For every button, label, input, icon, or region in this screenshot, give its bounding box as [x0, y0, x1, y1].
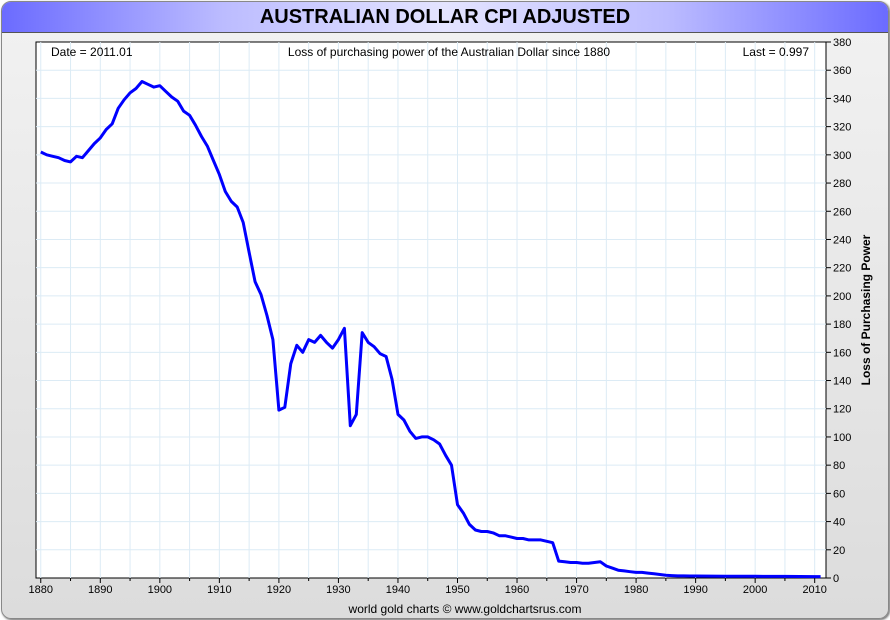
y-axis-label: Loss of Purchasing Power [859, 234, 873, 385]
y-tick-label: 100 [833, 432, 851, 444]
y-tick-label: 80 [833, 460, 845, 472]
x-tick-label: 1990 [683, 584, 707, 596]
y-tick-label: 200 [833, 291, 851, 303]
y-tick-label: 360 [833, 65, 851, 77]
y-tick-label: 180 [833, 319, 851, 331]
x-tick-label: 1900 [148, 584, 172, 596]
footer-credit: world gold charts © www.goldchartsrus.co… [348, 602, 582, 616]
y-tick-label: 20 [833, 545, 845, 557]
series-line [40, 80, 821, 579]
x-tick-label: 1940 [386, 584, 410, 596]
y-tick-label: 300 [833, 150, 851, 162]
chart-title: AUSTRALIAN DOLLAR CPI ADJUSTED [2, 2, 888, 33]
y-tick-label: 160 [833, 347, 851, 359]
x-tick-label: 1880 [29, 584, 53, 596]
y-tick-label: 340 [833, 93, 851, 105]
x-tick-label: 1970 [564, 584, 588, 596]
x-tick-label: 1980 [624, 584, 648, 596]
x-tick-label: 1960 [505, 584, 529, 596]
y-tick-label: 280 [833, 178, 851, 190]
plot-area [35, 41, 827, 579]
y-tick-label: 220 [833, 263, 851, 275]
x-tick-label: 2010 [802, 584, 826, 596]
x-tick-label: 1930 [326, 584, 350, 596]
y-tick-label: 240 [833, 234, 851, 246]
y-tick-label: 120 [833, 404, 851, 416]
y-tick-label: 260 [833, 206, 851, 218]
date-label: Date = 2011.01 [51, 45, 133, 59]
grid [36, 42, 826, 578]
y-tick-label: 40 [833, 517, 845, 529]
y-tick-label: 140 [833, 376, 851, 388]
chart-subtitle: Loss of purchasing power of the Australi… [288, 45, 611, 59]
x-tick-label: 1910 [207, 584, 231, 596]
x-tick-label: 1920 [267, 584, 291, 596]
x-tick-label: 1890 [88, 584, 112, 596]
x-axis: 1880 1890 1900 1910 1920 1930 1940 1950 1960 1970… [29, 578, 827, 596]
y-tick-label: 380 [833, 37, 851, 49]
x-tick-label: 2000 [743, 584, 767, 596]
last-label: Last = 0.997 [743, 45, 810, 59]
y-tick-label: 320 [833, 122, 851, 134]
y-axis: 0 20 40 60 80 100 120 140 160 180 200 220 240 260 280 3… [826, 37, 851, 585]
y-tick-label: 60 [833, 488, 845, 500]
y-tick-label: 0 [833, 573, 839, 585]
x-tick-label: 1950 [445, 584, 469, 596]
